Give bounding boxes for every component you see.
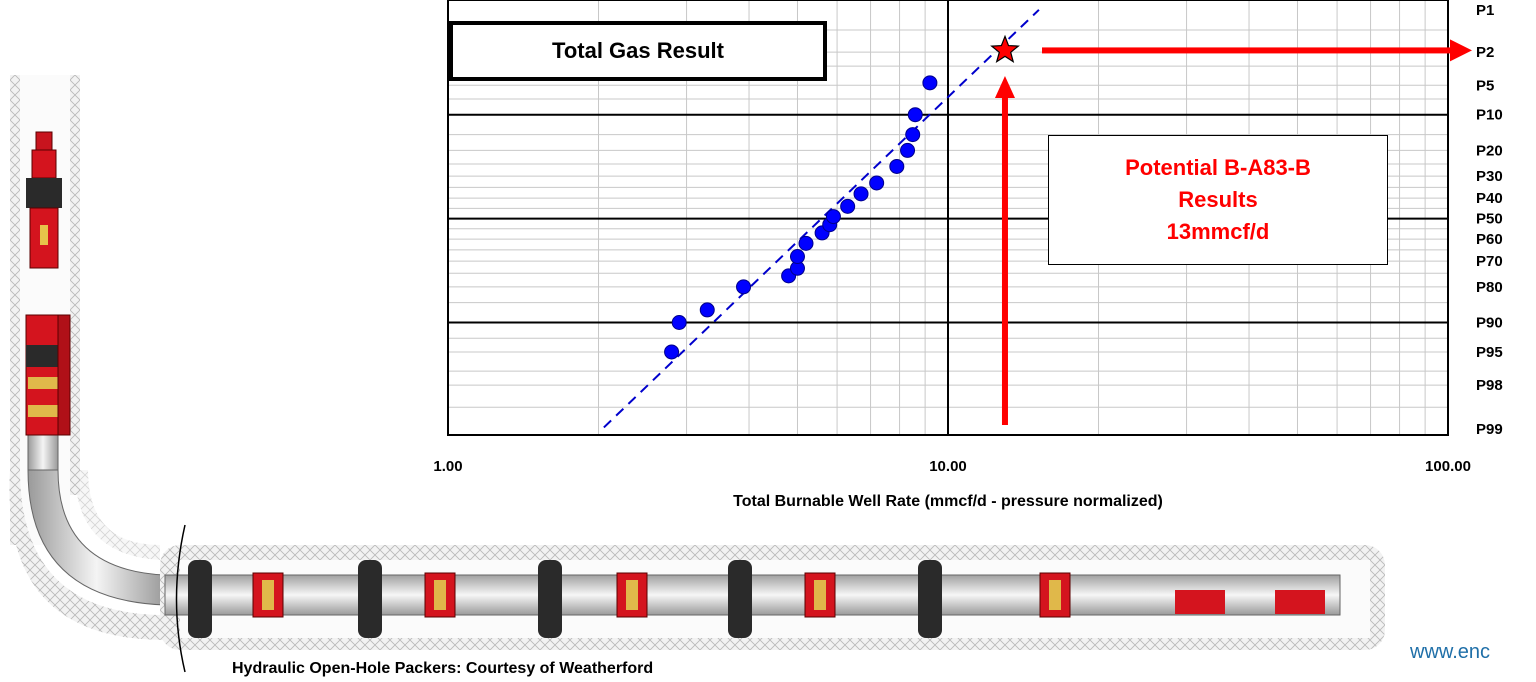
y-tick-label: P60 (1476, 231, 1503, 248)
plot-frame (447, 0, 1449, 436)
data-points (664, 75, 938, 360)
y-tick-label: P10 (1476, 107, 1503, 124)
swell-element (358, 560, 382, 638)
website-link[interactable]: www.enc (1410, 641, 1491, 663)
data-point (900, 142, 916, 158)
y-tick-label: P99 (1476, 421, 1503, 438)
data-point (840, 198, 856, 214)
y-tick-label: P30 (1476, 168, 1503, 185)
data-point (825, 209, 841, 225)
packer-band (434, 580, 446, 610)
x-tick-labels: 1.00 10.00 100.00 (433, 458, 1471, 475)
annotation-line-2: Results (1178, 187, 1258, 212)
y-tick-label: P2 (1476, 44, 1494, 61)
x-tick-label: 1.00 (433, 458, 462, 475)
y-tick-label: P5 (1476, 77, 1494, 94)
packer-band (814, 580, 826, 610)
y-tick-label: P95 (1476, 344, 1503, 361)
data-point (664, 344, 680, 360)
y-tick-label: P40 (1476, 190, 1503, 207)
arrow-icon (994, 39, 1472, 425)
data-point (905, 127, 921, 143)
data-point (869, 175, 885, 191)
swell-element (728, 560, 752, 638)
y-tick-label: P90 (1476, 315, 1503, 332)
annotation-line-1: Potential B-A83-B (1125, 155, 1311, 180)
y-tick-label: P20 (1476, 142, 1503, 159)
data-point (907, 107, 923, 123)
annotation-line-3: 13mmcf/d (1166, 219, 1270, 244)
pipe-joint (1275, 590, 1325, 614)
x-axis-label: Total Burnable Well Rate (mmcf/d - press… (733, 493, 1163, 510)
trend-line (603, 9, 1040, 429)
data-point (736, 279, 752, 295)
data-point (789, 249, 805, 265)
x-tick-label: 10.00 (929, 458, 967, 475)
data-point (671, 315, 687, 331)
pipe-joint (1175, 590, 1225, 614)
annotation-box: Potential B-A83-B Results 13mmcf/d (1048, 135, 1388, 265)
swell-element (918, 560, 942, 638)
data-point (889, 158, 905, 174)
x-tick-label: 100.00 (1425, 458, 1471, 475)
y-tick-label: P1 (1476, 2, 1494, 19)
y-tick-label: P50 (1476, 211, 1503, 228)
data-point (922, 75, 938, 91)
packer-band (262, 580, 274, 610)
data-point (699, 302, 715, 318)
packer-band (626, 580, 638, 610)
figure-caption: Hydraulic Open-Hole Packers: Courtesy of… (232, 660, 654, 677)
chart-title: Total Gas Result (449, 21, 827, 81)
y-tick-label: P98 (1476, 377, 1503, 394)
data-point (798, 235, 814, 251)
star-icon (990, 34, 1020, 64)
data-point (853, 186, 869, 202)
swell-element (188, 560, 212, 638)
y-tick-label: P80 (1476, 279, 1503, 296)
packer-band (1049, 580, 1061, 610)
y-tick-labels: P1 P2 P5 P10 P20 P30 P40 P50 P60 P70 P80 P90 P95 P98 P… (1476, 2, 1503, 438)
y-tick-label: P70 (1476, 253, 1503, 270)
swell-element (538, 560, 562, 638)
